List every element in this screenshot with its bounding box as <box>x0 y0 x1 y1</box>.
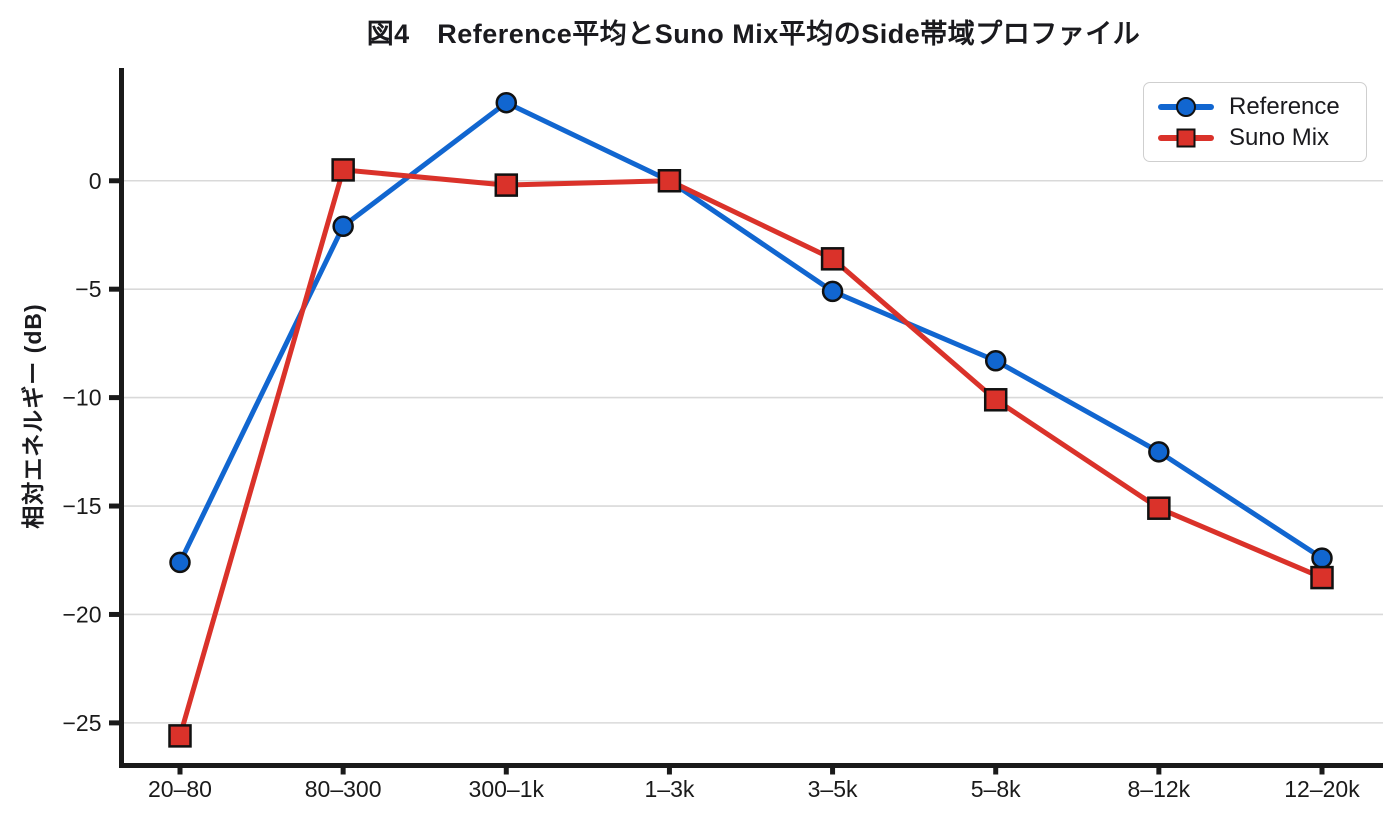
x-tick-label: 1–3k <box>644 776 694 802</box>
legend-label-reference: Reference <box>1229 92 1340 120</box>
data-point-circle <box>984 349 1007 372</box>
y-tick-label: 0 <box>89 168 102 194</box>
legend-label-suno-mix: Suno Mix <box>1229 123 1330 151</box>
y-tick-label: −10 <box>62 385 101 411</box>
y-tick-label: −5 <box>75 276 101 302</box>
series-line-reference <box>177 100 1325 565</box>
data-point-circle <box>169 551 191 574</box>
y-tick-label: −25 <box>62 710 101 736</box>
x-tick-label: 8–12k <box>1128 776 1191 802</box>
data-point-square <box>983 388 1008 412</box>
data-point-circle <box>1311 547 1333 569</box>
data-point-square <box>820 247 845 271</box>
x-tick-label: 12–20k <box>1284 776 1360 802</box>
legend-item-reference: Reference <box>1158 92 1352 120</box>
data-point-square <box>1310 565 1334 590</box>
reference-line-sample <box>1158 96 1214 117</box>
data-point-circle <box>332 215 354 238</box>
square-marker-icon <box>1176 128 1196 147</box>
data-point-square <box>168 724 192 748</box>
data-point-circle <box>1148 441 1170 463</box>
y-tick-label: −15 <box>62 493 101 519</box>
data-point-circle <box>495 91 518 114</box>
chart-title: 図4 Reference平均とSuno Mix平均のSide帯域プロファイル <box>366 19 1141 49</box>
x-tick-label: 20–80 <box>148 776 212 802</box>
data-point-square <box>331 158 355 182</box>
data-point-circle <box>821 280 844 303</box>
x-tick-label: 3–5k <box>808 776 858 802</box>
legend: Reference Suno Mix <box>1143 82 1367 162</box>
x-tick-label: 5–8k <box>971 776 1021 802</box>
y-tick-label: −20 <box>62 601 101 627</box>
suno-mix-line-sample <box>1158 128 1214 147</box>
data-point-square <box>657 169 682 193</box>
x-tick-label: 300–1k <box>469 776 545 802</box>
circle-marker-icon <box>1176 96 1196 117</box>
x-tick-label: 80–300 <box>305 776 382 802</box>
data-point-square <box>494 173 519 197</box>
data-point-square <box>1147 496 1171 520</box>
legend-item-suno-mix: Suno Mix <box>1158 123 1352 151</box>
series-line-suno-mix <box>177 167 1325 739</box>
